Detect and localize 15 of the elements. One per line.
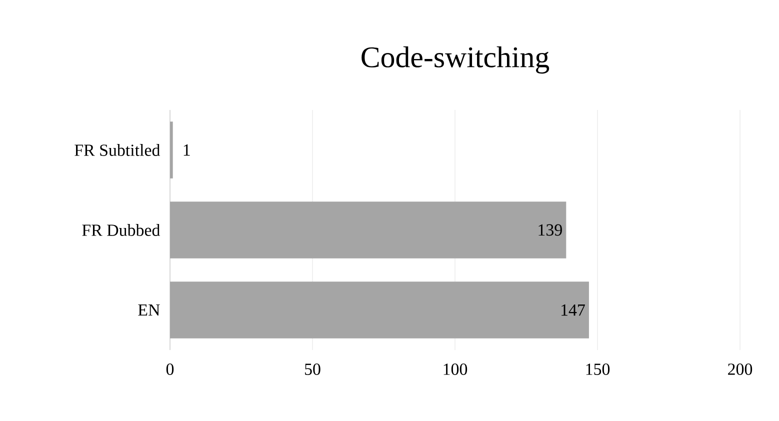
x-tick-label: 200 [728,364,752,375]
y-tick-label: EN [138,304,160,316]
data-label: 139 [538,224,562,236]
y-tick-label: FR Subtitled [74,144,160,156]
x-tick-label: 100 [444,364,468,375]
x-tick-label: 150 [586,364,610,375]
chart-title: Code-switching [362,46,550,74]
data-label: 147 [562,304,585,316]
bar [170,202,566,258]
data-label: 1 [184,144,190,156]
x-tick-label: 50 [305,364,320,375]
bar [170,122,173,178]
x-tick-label: 0 [166,364,174,375]
y-tick-label: FR Dubbed [82,224,160,236]
bar [170,282,589,338]
